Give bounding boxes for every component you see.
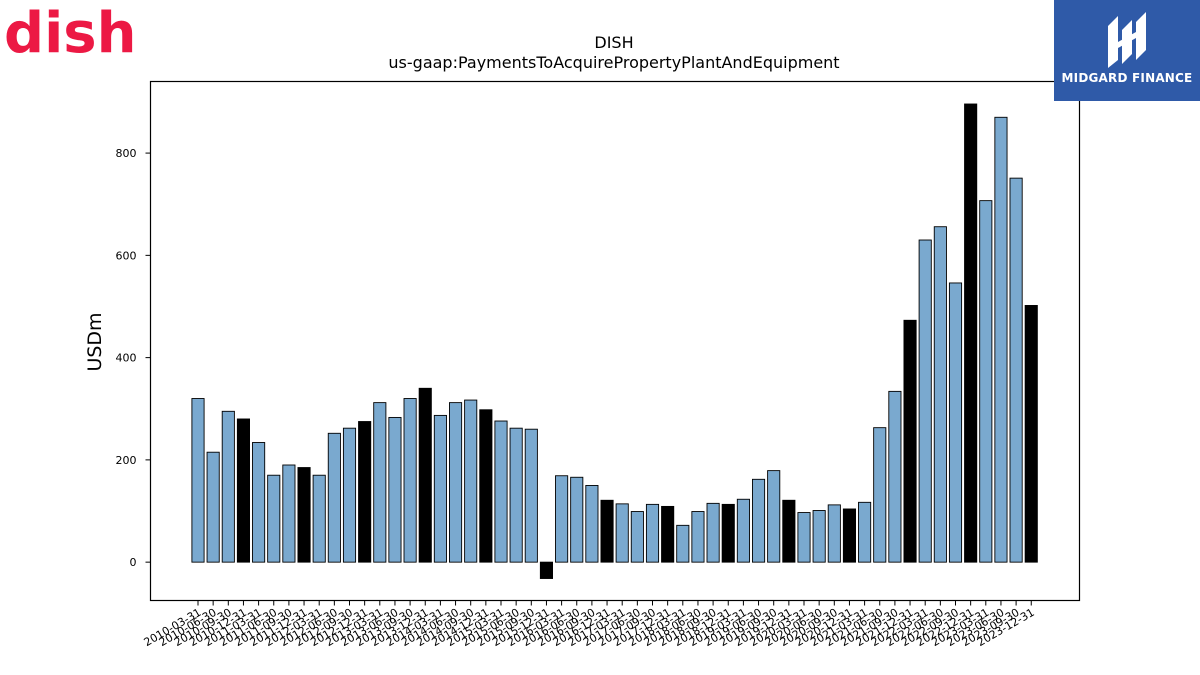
bar-2022-06-30 [933, 226, 947, 563]
bar-2012-12-31 [358, 421, 372, 563]
bar-2013-12-31 [418, 387, 432, 563]
bar-2019-12-31 [782, 499, 796, 563]
bar-2021-06-30 [873, 427, 887, 563]
bar-2018-09-30 [706, 502, 720, 563]
bar-2013-06-30 [388, 416, 402, 563]
y-tick-label: 200 [116, 454, 137, 467]
bar-2018-12-31 [721, 503, 735, 563]
bar-2019-09-30 [767, 470, 781, 563]
midgard-finance-label: MIDGARD FINANCE [1061, 71, 1193, 85]
bar-2016-12-31 [600, 499, 614, 563]
dish-logo-text: dish [4, 2, 136, 60]
bar-2017-06-30 [630, 511, 644, 563]
bar-2010-09-30 [221, 410, 235, 563]
bar-2021-03-31 [858, 501, 872, 563]
bar-2014-03-31 [433, 414, 447, 563]
bar-2020-12-31 [842, 508, 856, 563]
bar-2012-03-31 [312, 474, 326, 563]
bar-2013-03-31 [373, 402, 387, 563]
plot-frame [149, 80, 1081, 602]
bar-2023-03-31 [979, 200, 993, 563]
bar-2019-06-30 [752, 478, 766, 563]
chart-title: DISH [594, 33, 633, 52]
bar-2011-09-30 [282, 464, 296, 563]
y-tick-label: 600 [116, 249, 137, 262]
bar-2014-09-30 [464, 399, 478, 563]
midgard-logo-icon [1108, 12, 1146, 68]
bar-2021-12-31 [903, 319, 917, 563]
bar-2016-09-30 [585, 485, 599, 563]
bar-2021-09-30 [888, 390, 902, 563]
bar-2020-03-31 [797, 512, 811, 563]
bar-2023-12-31 [1024, 305, 1038, 563]
bar-2019-03-31 [736, 498, 750, 563]
bar-2016-03-31 [555, 475, 569, 563]
y-tick-label: 0 [130, 556, 137, 569]
bar-2015-06-30 [509, 427, 523, 563]
dish-logo-mark: dish [4, 1, 136, 66]
bar-2010-12-31 [236, 418, 251, 563]
bar-2011-03-31 [252, 442, 266, 563]
dish-logo: dish [4, 1, 140, 66]
bar-2011-06-30 [267, 474, 281, 563]
bar-2012-09-30 [342, 427, 357, 563]
bar-2010-03-31 [191, 398, 205, 563]
bar-2020-09-30 [827, 504, 841, 563]
bar-2018-03-31 [676, 524, 690, 563]
bar-2018-06-30 [691, 511, 705, 563]
y-tick-label: 400 [116, 352, 137, 365]
midgard-finance-badge: MIDGARD FINANCE [1054, 0, 1200, 101]
bar-2020-06-30 [812, 510, 826, 563]
bar-2011-12-31 [297, 467, 311, 563]
bar-2022-12-31 [964, 103, 978, 563]
bar-2016-06-30 [570, 476, 584, 563]
bar-2015-03-31 [494, 420, 508, 563]
bar-2022-09-30 [948, 282, 963, 563]
bar-2022-03-31 [918, 239, 932, 563]
bar-2023-09-30 [1009, 177, 1023, 563]
y-tick-label: 800 [116, 147, 137, 160]
bar-2017-03-31 [615, 503, 629, 563]
y-axis-label: USDm [84, 312, 106, 371]
bar-2017-09-30 [645, 503, 660, 563]
bar-2013-09-30 [403, 398, 417, 563]
bar-2015-09-30 [524, 428, 538, 563]
bar-2012-06-30 [327, 432, 341, 563]
bar-2010-06-30 [206, 451, 220, 563]
bar-2017-12-31 [661, 505, 675, 563]
bar-2014-06-30 [449, 402, 463, 563]
bar-2023-06-30 [994, 116, 1008, 563]
chart-subtitle: us-gaap:PaymentsToAcquirePropertyPlantAn… [388, 53, 839, 72]
bar-2015-12-31 [539, 561, 553, 579]
bar-2014-12-31 [479, 409, 493, 563]
